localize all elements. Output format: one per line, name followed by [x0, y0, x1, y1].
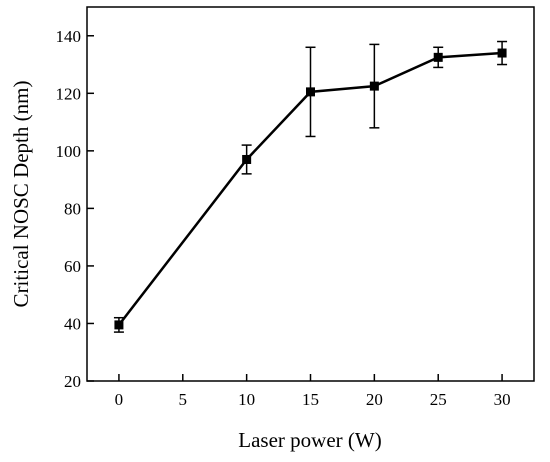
- series-line: [117, 51, 503, 326]
- x-tick-label: 10: [238, 390, 255, 409]
- x-tick-label: 5: [179, 390, 188, 409]
- x-axis-label: Laser power (W): [238, 428, 381, 452]
- y-tick-label: 80: [64, 199, 81, 218]
- y-tick-label: 140: [56, 27, 82, 46]
- x-tick-label: 0: [115, 390, 124, 409]
- data-point: [433, 52, 443, 62]
- x-tick-label: 25: [430, 390, 447, 409]
- y-tick-label: 20: [64, 372, 81, 391]
- y-axis-label: Critical NOSC Depth (nm): [9, 81, 33, 308]
- data-point: [242, 154, 252, 164]
- ticks: 0 5 10 15 20 25 30 20 40 60 80 100 120 140: [56, 27, 511, 409]
- data-point: [369, 81, 379, 91]
- data-point: [306, 87, 315, 97]
- x-tick-label: 30: [494, 390, 511, 409]
- y-tick-label: 40: [64, 314, 81, 333]
- x-tick-label: 15: [302, 390, 319, 409]
- x-tick-label: 20: [366, 390, 383, 409]
- y-tick-label: 120: [56, 84, 82, 103]
- y-tick-label: 60: [64, 257, 81, 276]
- y-tick-label: 100: [56, 142, 82, 161]
- data-point: [497, 48, 507, 58]
- data-point: [114, 320, 124, 330]
- marks: [113, 40, 508, 333]
